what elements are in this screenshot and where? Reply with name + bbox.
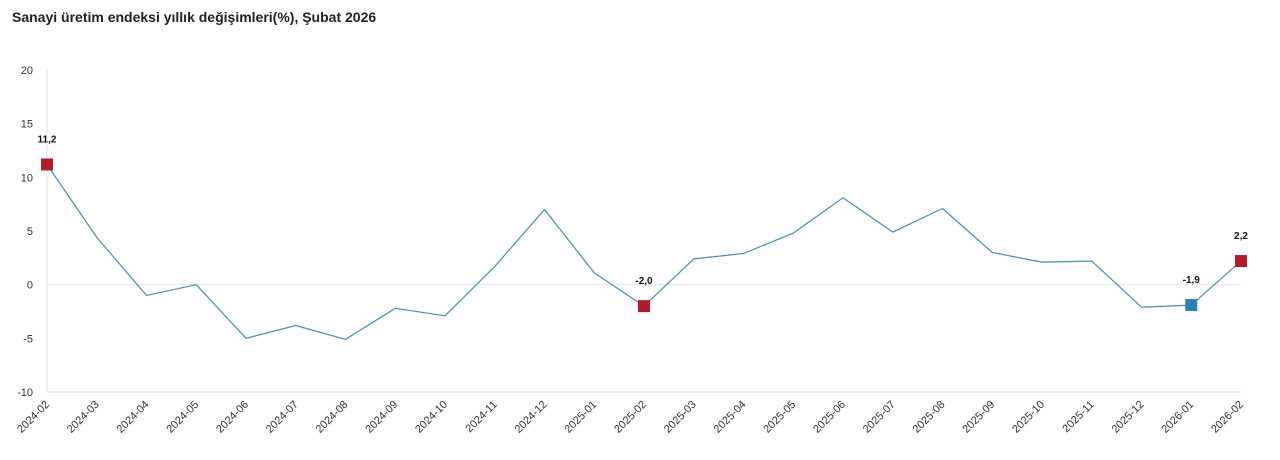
marker-group: 11,2 -2,0 -1,9 2,2 xyxy=(38,134,1248,313)
data-point-marker xyxy=(41,158,53,171)
y-tick-label: 0 xyxy=(27,280,33,292)
x-tick-label: 2024-05 xyxy=(164,399,201,436)
data-label: 11,2 xyxy=(38,134,57,145)
x-tick-label: 2024-12 xyxy=(513,399,550,436)
x-tick-label: 2025-08 xyxy=(911,399,948,436)
x-tick-label: 2025-05 xyxy=(761,399,798,436)
series-line xyxy=(46,164,1242,340)
x-tick-label: 2025-06 xyxy=(811,399,848,436)
chart-title: Sanayi üretim endeksi yıllık değişimleri… xyxy=(12,9,377,25)
y-tick-label: 5 xyxy=(27,226,33,238)
x-tick-label: 2025-07 xyxy=(861,399,898,436)
x-tick-label: 2024-03 xyxy=(65,399,102,436)
x-tick-label: 2025-11 xyxy=(1060,399,1096,435)
x-tick-label: 2024-10 xyxy=(413,399,450,436)
x-tick-label: 2025-10 xyxy=(1010,399,1047,436)
x-tick-label: 2024-08 xyxy=(314,399,351,436)
y-tick-label: 20 xyxy=(21,65,33,77)
x-tick-label: 2024-09 xyxy=(363,399,400,436)
x-tick-label: 2025-09 xyxy=(960,399,997,436)
x-tick-label: 2025-01 xyxy=(562,399,599,436)
y-tick-label: 15 xyxy=(21,119,33,131)
x-tick-label: 2024-04 xyxy=(115,399,152,436)
data-label: 2,2 xyxy=(1234,231,1248,242)
data-label: -1,9 xyxy=(1183,275,1201,286)
x-tick-label: 2025-12 xyxy=(1110,399,1147,436)
data-point-marker xyxy=(1235,255,1247,268)
x-tick-label: 2025-04 xyxy=(712,399,749,436)
y-axis: 20 15 10 5 0 -5 -10 xyxy=(17,65,48,399)
zero-line-group xyxy=(47,284,1241,393)
y-tick-label: -10 xyxy=(17,387,33,399)
x-tick-label: 2024-02 xyxy=(15,399,52,436)
y-tick-label: -5 xyxy=(23,333,33,345)
data-point-marker xyxy=(638,300,650,313)
data-point-marker xyxy=(1185,299,1198,312)
data-label: -2,0 xyxy=(635,276,653,287)
x-tick-label: 2026-02 xyxy=(1209,399,1246,436)
y-tick-label: 10 xyxy=(21,172,33,184)
x-tick-label: 2024-07 xyxy=(264,399,301,436)
x-tick-label: 2025-02 xyxy=(612,399,649,436)
x-axis: 2024-02 2024-03 2024-04 2024-05 2024-06 2024-… xyxy=(15,399,1246,436)
x-tick-label: 2026-01 xyxy=(1159,399,1196,436)
x-tick-label: 2024-11 xyxy=(463,399,499,435)
x-tick-label: 2025-03 xyxy=(662,399,699,436)
x-tick-label: 2024-06 xyxy=(214,399,251,436)
series-group xyxy=(46,164,1242,340)
